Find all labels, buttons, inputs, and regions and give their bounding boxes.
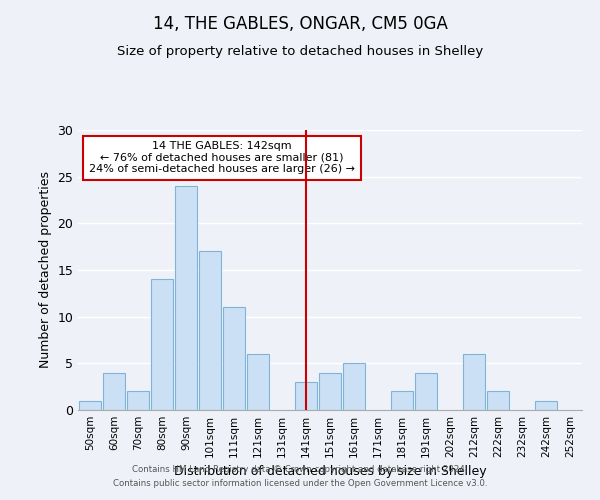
Bar [199, 252, 221, 410]
Bar [535, 400, 557, 410]
Bar [343, 364, 365, 410]
Bar [79, 400, 101, 410]
Bar [247, 354, 269, 410]
X-axis label: Distribution of detached houses by size in Shelley: Distribution of detached houses by size … [173, 466, 487, 478]
Bar [487, 392, 509, 410]
Text: Size of property relative to detached houses in Shelley: Size of property relative to detached ho… [117, 45, 483, 58]
Text: 14, THE GABLES, ONGAR, CM5 0GA: 14, THE GABLES, ONGAR, CM5 0GA [152, 15, 448, 33]
Bar [223, 308, 245, 410]
Bar [391, 392, 413, 410]
Text: 14 THE GABLES: 142sqm
← 76% of detached houses are smaller (81)
24% of semi-deta: 14 THE GABLES: 142sqm ← 76% of detached … [89, 141, 355, 174]
Bar [463, 354, 485, 410]
Bar [103, 372, 125, 410]
Y-axis label: Number of detached properties: Number of detached properties [39, 172, 52, 368]
Bar [295, 382, 317, 410]
Text: Contains HM Land Registry data © Crown copyright and database right 2024.
Contai: Contains HM Land Registry data © Crown c… [113, 466, 487, 487]
Bar [319, 372, 341, 410]
Bar [151, 280, 173, 410]
Bar [127, 392, 149, 410]
Bar [415, 372, 437, 410]
Bar [175, 186, 197, 410]
